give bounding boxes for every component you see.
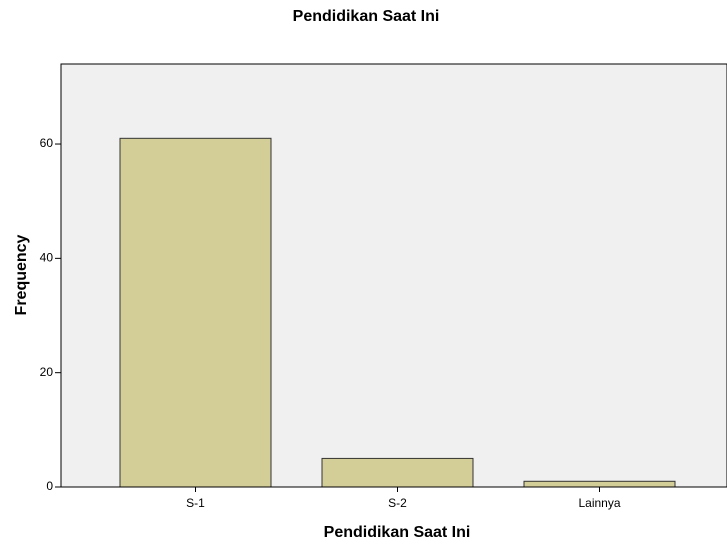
bar [523, 480, 676, 488]
y-tick-label: 60 [40, 136, 54, 150]
bar [321, 457, 474, 488]
x-tick-label: S-1 [186, 496, 205, 510]
y-tick-label: 40 [40, 251, 54, 265]
chart-title: Pendidikan Saat Ini [293, 8, 440, 25]
y-axis-label: Frequency [13, 234, 30, 315]
y-tick-label: 0 [46, 479, 53, 493]
x-tick-label: Lainnya [578, 496, 620, 510]
bar [119, 137, 272, 488]
y-tick-label: 20 [40, 365, 54, 379]
x-axis-label: Pendidikan Saat Ini [324, 524, 471, 541]
x-tick-label: S-2 [388, 496, 407, 510]
